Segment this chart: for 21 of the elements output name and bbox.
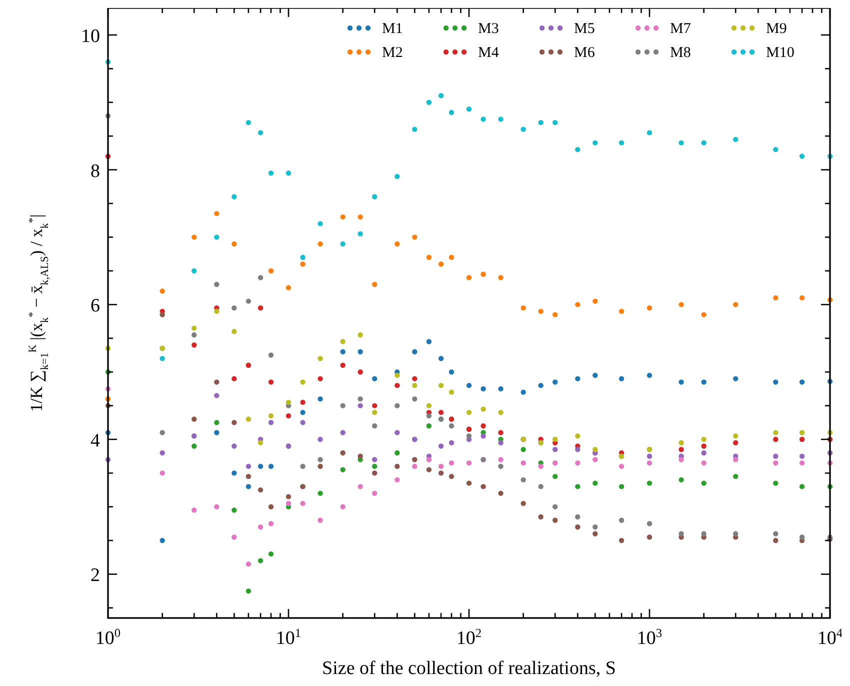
- legend-label: M1: [382, 21, 403, 37]
- legend-label: M5: [574, 21, 595, 37]
- legend-label: M3: [478, 21, 499, 37]
- y-tick-label: 6: [90, 296, 100, 317]
- y-tick-label: 10: [81, 26, 100, 47]
- legend-label: M4: [478, 45, 500, 61]
- x-tick-label: 10$^{2}$: [456, 626, 482, 649]
- y-tick-label: 8: [90, 160, 100, 182]
- x-tick-label: 10$^{4}$: [817, 626, 843, 649]
- legend-label: M8: [670, 45, 691, 61]
- x-axis-title: Size of the collection of realizations, S: [322, 658, 616, 679]
- x-tick-label: 10$^{0}$: [95, 626, 121, 649]
- legend-label: M9: [766, 21, 787, 37]
- x-tick-label: 10$^{1}$: [276, 626, 302, 649]
- x-tick-label: 10$^{3}$: [636, 626, 662, 649]
- legend-label: M7: [670, 21, 692, 37]
- legend-label: M6: [574, 45, 596, 61]
- legend-label: M2: [382, 45, 403, 61]
- y-tick-label: 2: [90, 565, 100, 586]
- legend-label: M10: [766, 45, 794, 61]
- y-tick-label: 4: [90, 430, 100, 452]
